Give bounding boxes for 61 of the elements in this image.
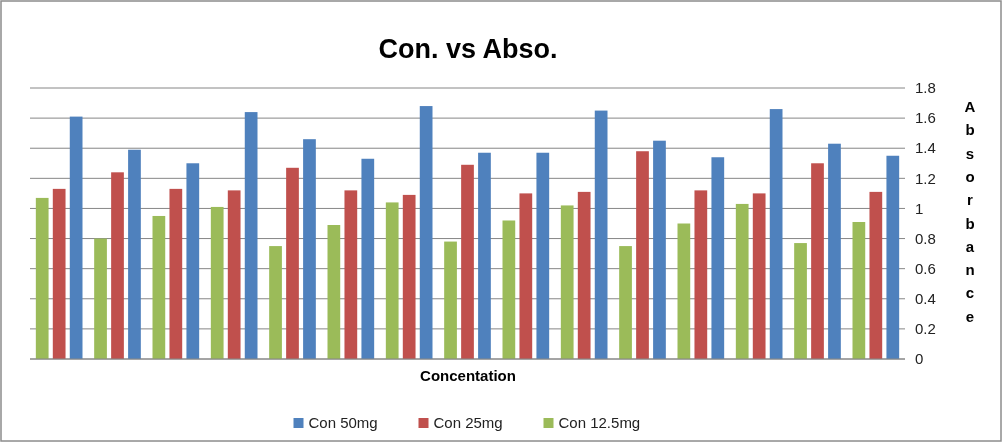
bar — [327, 225, 341, 359]
bar — [186, 163, 200, 359]
bar — [461, 164, 474, 359]
bar — [828, 143, 841, 359]
y-tick-label: 1 — [915, 199, 924, 217]
y-tick-label: 0.6 — [915, 259, 936, 277]
bar — [794, 243, 807, 359]
bar — [210, 206, 224, 359]
bar — [536, 152, 550, 359]
bar — [35, 197, 49, 359]
bar — [694, 190, 708, 359]
y-tick-label: 0.8 — [915, 229, 936, 247]
y-tick-label: 1.4 — [915, 139, 936, 157]
bar — [560, 205, 574, 359]
y-tick-label: 1.8 — [915, 79, 936, 97]
bar — [869, 191, 883, 359]
bar — [852, 221, 866, 359]
bar — [636, 151, 649, 359]
bar — [478, 152, 491, 359]
bar — [502, 220, 516, 359]
bar — [402, 194, 416, 359]
bar — [244, 112, 258, 359]
bar — [419, 106, 433, 359]
bar — [361, 158, 375, 359]
bar — [577, 191, 591, 359]
y-tick-label: 0.2 — [915, 320, 936, 338]
legend-label: Con 25mg — [433, 414, 503, 432]
text: Absorbance — [964, 98, 976, 325]
bar — [69, 116, 83, 359]
bar — [886, 155, 900, 359]
bar — [653, 140, 666, 359]
bar — [52, 188, 66, 359]
legend-label: Con 12.5mg — [558, 414, 641, 432]
bar — [519, 193, 533, 359]
bar — [444, 241, 457, 359]
y-tick-label: 0 — [915, 350, 924, 368]
bar — [619, 246, 632, 359]
bar — [111, 172, 124, 359]
bar — [303, 139, 316, 359]
y-tick-label: 0.4 — [915, 290, 936, 308]
bar — [711, 157, 725, 359]
bar — [594, 110, 608, 359]
bar — [769, 109, 783, 359]
bar — [286, 167, 299, 359]
legend-label: Con 50mg — [308, 414, 378, 432]
bar — [344, 190, 358, 359]
chart-title: Con. vs Abso. — [378, 34, 558, 64]
bar — [94, 238, 107, 359]
bar — [128, 149, 141, 359]
y-tick-label: 1.6 — [915, 109, 936, 127]
bar — [152, 215, 166, 359]
bar — [752, 193, 766, 359]
bar — [169, 188, 183, 359]
bar — [385, 202, 399, 359]
bar — [227, 190, 241, 359]
y-tick-label: 1.2 — [915, 169, 936, 187]
bar — [735, 203, 749, 359]
bar — [677, 223, 691, 359]
bar — [269, 246, 282, 359]
x-axis-title: Concentation — [420, 367, 516, 384]
bar — [811, 163, 824, 359]
